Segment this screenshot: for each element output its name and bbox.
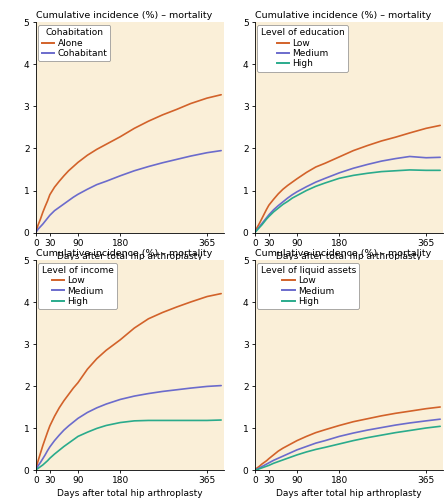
Legend: Low, Medium, High: Low, Medium, High xyxy=(38,262,117,309)
Text: Cumulative incidence (%) – mortality: Cumulative incidence (%) – mortality xyxy=(36,249,212,258)
Legend: Alone, Cohabitant: Alone, Cohabitant xyxy=(38,25,110,61)
X-axis label: Days after total hip arthroplasty: Days after total hip arthroplasty xyxy=(276,490,422,498)
Text: Cumulative incidence (%) – mortality: Cumulative incidence (%) – mortality xyxy=(255,249,431,258)
Legend: Low, Medium, High: Low, Medium, High xyxy=(257,262,359,309)
X-axis label: Days after total hip arthroplasty: Days after total hip arthroplasty xyxy=(57,490,202,498)
X-axis label: Days after total hip arthroplasty: Days after total hip arthroplasty xyxy=(57,252,202,261)
X-axis label: Days after total hip arthroplasty: Days after total hip arthroplasty xyxy=(276,252,422,261)
Text: Cumulative incidence (%) – mortality: Cumulative incidence (%) – mortality xyxy=(36,12,212,20)
Legend: Low, Medium, High: Low, Medium, High xyxy=(257,25,348,72)
Text: Cumulative incidence (%) – mortality: Cumulative incidence (%) – mortality xyxy=(255,12,431,20)
